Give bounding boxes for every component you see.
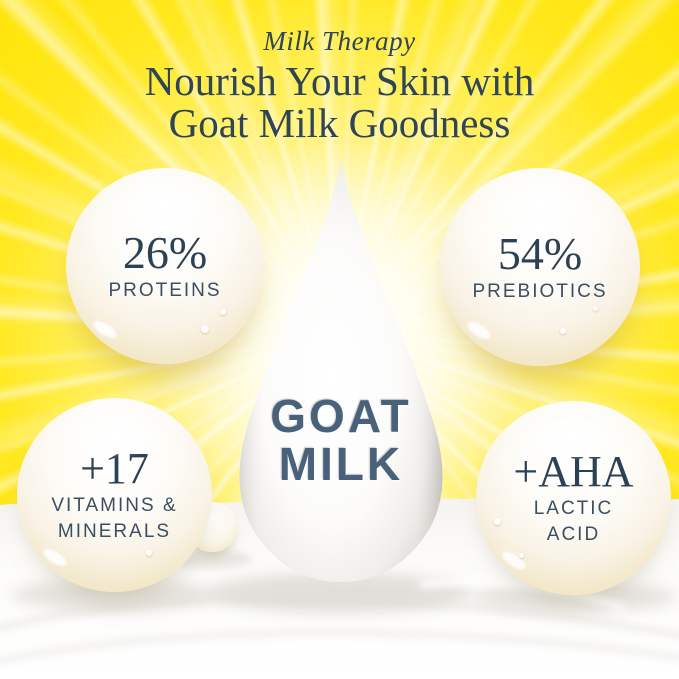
droplet-speck	[201, 325, 209, 333]
goat-milk-drop: GOAT MILK	[222, 154, 460, 586]
bubble-label: PREBIOTICS	[472, 281, 608, 302]
droplet-speck	[220, 309, 226, 315]
ripple-2	[0, 629, 679, 664]
bubble-value: 26%	[122, 227, 208, 278]
header: Milk Therapy Nourish Your Skin with Goat…	[0, 26, 679, 144]
droplet-speck	[593, 306, 598, 311]
brand-script: Milk Therapy	[263, 26, 416, 56]
bubble-value: +AHA	[513, 447, 634, 496]
bubble-vitamins-minerals: +17 VITAMINS & MINERALS	[17, 398, 212, 592]
droplet-speck	[146, 550, 152, 556]
drop-label: GOAT MILK	[252, 392, 430, 488]
title-line-2: Goat Milk Goodness	[168, 100, 511, 146]
bubble-label: LACTIC ACID	[533, 498, 614, 545]
milk-drop-shape	[239, 156, 443, 582]
drop-label-line-1: GOAT	[270, 390, 412, 442]
title-line-1: Nourish Your Skin with	[144, 58, 535, 104]
ripple-1	[0, 596, 679, 638]
ripple-3	[54, 589, 331, 611]
bubble-label: VITAMINS & MINERALS	[51, 495, 178, 542]
droplet-speck	[519, 553, 524, 558]
miniball-shadow	[172, 550, 252, 568]
bubble-value: 54%	[497, 228, 583, 279]
drop-label-line-2: MILK	[278, 438, 404, 490]
bubble-prebiotics: 54% PREBIOTICS	[440, 168, 640, 366]
bubble-label: PROTEINS	[108, 280, 222, 301]
droplet-speck	[494, 518, 501, 525]
page-title: Nourish Your Skin with Goat Milk Goodnes…	[0, 60, 679, 144]
bubble-lactic-acid: +AHA LACTIC ACID	[476, 401, 671, 595]
bubble-proteins: 26% PROTEINS	[66, 168, 264, 364]
droplet-speck	[560, 328, 566, 334]
bubble-value: +17	[80, 444, 149, 493]
